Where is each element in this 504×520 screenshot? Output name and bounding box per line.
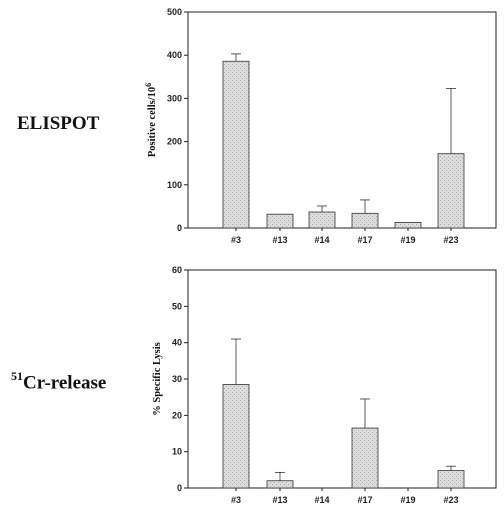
bar	[309, 212, 335, 228]
bar	[223, 384, 249, 488]
x-tick-label: #17	[357, 235, 372, 245]
y-tick-label: 0	[177, 223, 182, 233]
bar	[438, 471, 464, 488]
x-tick-label: #19	[400, 495, 415, 505]
y-tick-label: 40	[172, 338, 182, 348]
bar	[438, 154, 464, 228]
chart-1: 0 100 200 300 400 500 Positive cells/106 #3 #13 #…	[144, 7, 496, 245]
x-tick-label: #14	[314, 495, 329, 505]
y-tick-label: 300	[167, 93, 182, 103]
bar	[223, 61, 249, 228]
y-axis-title: % Specific Lysis	[152, 342, 163, 416]
x-tick-label: #23	[443, 495, 458, 505]
x-tick-label: #3	[231, 235, 241, 245]
x-tick-label: #19	[400, 235, 415, 245]
x-tick-label: #14	[314, 235, 329, 245]
bar	[352, 428, 378, 488]
y-tick-label: 30	[172, 374, 182, 384]
x-tick-label: #17	[357, 495, 372, 505]
y-tick-label: 50	[172, 301, 182, 311]
y-tick-label: 200	[167, 137, 182, 147]
y-tick-label: 20	[172, 410, 182, 420]
chart-2: 0 10 20 30 40 50 60 % Specific Lysis #3 #13 #14 #17…	[152, 265, 496, 505]
y-tick-label: 100	[167, 180, 182, 190]
y-axis-title-superscript: 6	[144, 83, 153, 87]
y-tick-label: 10	[172, 447, 182, 457]
x-tick-label: #23	[443, 235, 458, 245]
x-tick-label: #3	[231, 495, 241, 505]
y-tick-label: 0	[177, 483, 182, 493]
y-axis-title-text: % Specific Lysis	[152, 342, 163, 416]
y-axis-title-text: Positive cells/10	[147, 87, 158, 157]
x-tick-label: #13	[272, 495, 287, 505]
y-tick-label: 500	[167, 7, 182, 17]
bar	[395, 222, 421, 228]
y-tick-label: 60	[172, 265, 182, 275]
bar	[267, 481, 293, 488]
bar	[267, 214, 293, 228]
x-tick-label: #13	[272, 235, 287, 245]
y-axis-title: Positive cells/106	[144, 83, 158, 157]
bar	[352, 213, 378, 228]
y-tick-label: 400	[167, 50, 182, 60]
